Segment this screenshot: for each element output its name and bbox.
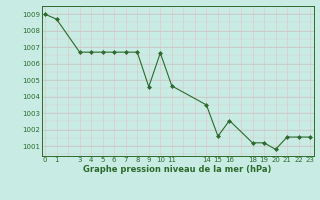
X-axis label: Graphe pression niveau de la mer (hPa): Graphe pression niveau de la mer (hPa) bbox=[84, 165, 272, 174]
